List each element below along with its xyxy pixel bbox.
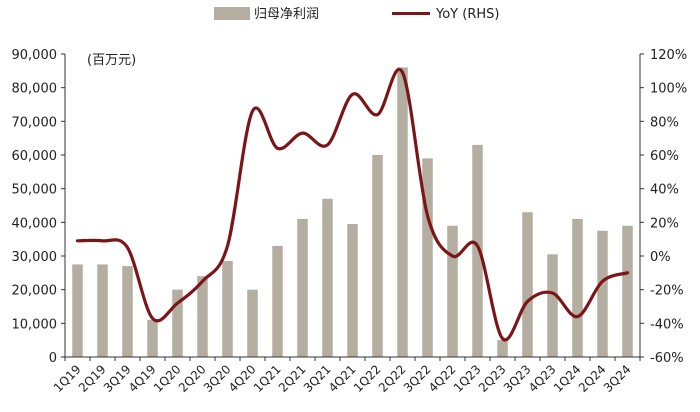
left-tick-label: 30,000 — [12, 250, 58, 265]
x-tick-label: 2Q21 — [276, 362, 309, 395]
x-tick-label: 2Q19 — [76, 362, 109, 395]
bar-2Q22 — [397, 67, 408, 357]
left-tick-label: 80,000 — [12, 82, 58, 97]
x-tick-label: 2Q24 — [576, 362, 609, 395]
x-tick-label: 1Q23 — [451, 362, 484, 395]
bar-3Q24 — [622, 225, 633, 357]
x-tick-label: 4Q22 — [426, 362, 459, 395]
unit-label: (百万元) — [87, 53, 136, 68]
left-tick-label: 70,000 — [12, 115, 58, 130]
yoy-line — [75, 67, 630, 342]
bar-4Q19 — [147, 319, 158, 357]
line-series — [75, 67, 630, 342]
x-tick-label: 2Q23 — [476, 362, 509, 395]
x-tick-label: 3Q23 — [501, 362, 534, 395]
x-tick-label: 2Q22 — [376, 362, 409, 395]
x-tick-label: 1Q20 — [151, 362, 184, 395]
x-tick-label: 1Q19 — [51, 362, 84, 395]
x-tick-label: 4Q21 — [326, 362, 359, 395]
left-tick-label: 20,000 — [12, 284, 58, 299]
bar-3Q21 — [322, 198, 333, 357]
x-tick-label: 3Q21 — [301, 362, 334, 395]
bar-1Q23 — [472, 144, 483, 357]
legend-label-bar: 归母净利润 — [254, 7, 319, 22]
bar-4Q20 — [247, 289, 258, 357]
x-tick-label: 1Q21 — [251, 362, 284, 395]
x-tick-label: 4Q20 — [226, 362, 259, 395]
bar-3Q23 — [522, 212, 533, 357]
bar-1Q22 — [372, 155, 383, 357]
x-tick-label: 2Q20 — [176, 362, 209, 395]
bar-3Q20 — [222, 261, 233, 357]
bar-2Q21 — [297, 218, 308, 357]
bar-2Q19 — [97, 264, 108, 357]
bar-3Q19 — [122, 266, 133, 357]
bar-2Q23 — [497, 340, 508, 357]
x-tick-label: 3Q19 — [101, 362, 134, 395]
x-tick-label: 3Q20 — [201, 362, 234, 395]
right-tick-label: 0% — [650, 250, 671, 265]
bar-series — [72, 67, 633, 357]
bar-1Q24 — [572, 218, 583, 357]
right-tick-label: 20% — [650, 216, 679, 231]
bar-4Q22 — [447, 225, 458, 357]
left-tick-label: 50,000 — [12, 183, 58, 198]
bar-2Q20 — [197, 276, 208, 357]
left-tick-label: 10,000 — [12, 317, 58, 332]
x-tick-label: 3Q24 — [601, 362, 634, 395]
left-tick-label: 40,000 — [12, 216, 58, 231]
right-tick-label: 60% — [650, 149, 679, 164]
x-tick-label: 4Q19 — [126, 362, 159, 395]
left-tick-label: 0 — [49, 351, 57, 366]
x-tick-label: 3Q22 — [401, 362, 434, 395]
right-tick-label: 100% — [650, 82, 687, 97]
legend-swatch-bar — [214, 7, 250, 20]
right-tick-label: -40% — [650, 317, 684, 332]
left-tick-label: 60,000 — [12, 149, 58, 164]
x-tick-label: 1Q22 — [351, 362, 384, 395]
left-tick-label: 90,000 — [12, 48, 58, 63]
right-tick-label: -60% — [650, 351, 684, 366]
bar-1Q19 — [72, 264, 83, 357]
bar-4Q21 — [347, 224, 358, 357]
right-tick-label: -20% — [650, 284, 684, 299]
right-tick-label: 120% — [650, 48, 687, 63]
x-tick-label: 4Q23 — [526, 362, 559, 395]
legend: 归母净利润 YoY (RHS) — [214, 7, 499, 22]
bar-1Q20 — [172, 289, 183, 357]
right-tick-label: 40% — [650, 183, 679, 198]
x-tick-label: 1Q24 — [551, 362, 584, 395]
bar-1Q21 — [272, 245, 283, 357]
right-tick-label: 80% — [650, 115, 679, 130]
bar-4Q23 — [547, 254, 558, 357]
legend-label-line: YoY (RHS) — [435, 7, 499, 22]
bar-3Q22 — [422, 158, 433, 357]
bar-2Q24 — [597, 230, 608, 357]
